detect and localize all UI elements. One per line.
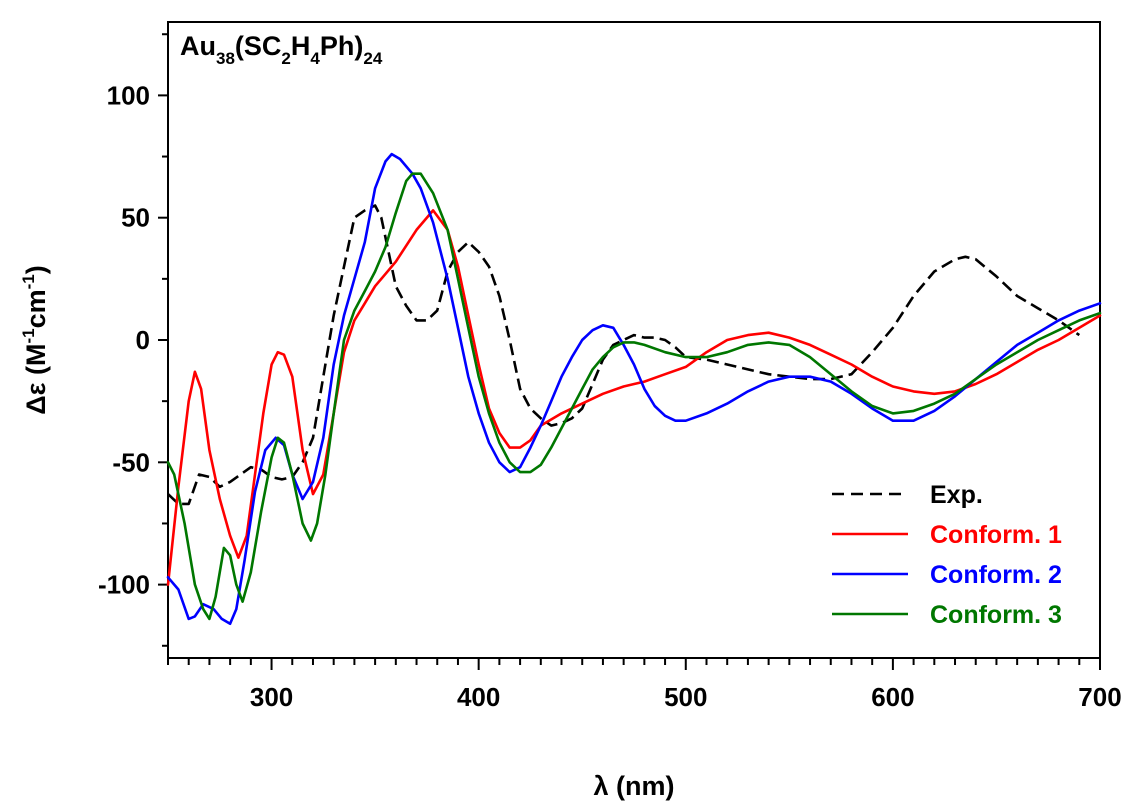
series-line-4 bbox=[166, 172, 1102, 621]
y-tick-label: -100 bbox=[98, 570, 150, 600]
y-tick-label: 50 bbox=[121, 203, 150, 233]
y-axis-title: Δε (M-1cm-1) bbox=[19, 265, 51, 415]
legend-label: Conform. 1 bbox=[930, 521, 1062, 549]
legend: Exp. Conform. 1 Conform. 2 Conform. 3 bbox=[832, 481, 1062, 629]
series-line-1 bbox=[167, 204, 1081, 506]
x-tick-label: 500 bbox=[664, 682, 707, 712]
y-tick-label: 0 bbox=[136, 325, 150, 355]
series-line-2 bbox=[166, 209, 1102, 586]
y-axis: -100 -50 0 50 100 bbox=[98, 33, 168, 647]
x-tick-label: 400 bbox=[457, 682, 500, 712]
x-axis-title: λ (nm) bbox=[593, 771, 674, 801]
x-axis: 300 400 500 600 700 bbox=[167, 658, 1122, 712]
x-tick-label: 300 bbox=[250, 682, 293, 712]
x-tick-label: 700 bbox=[1078, 682, 1121, 712]
y-tick-label: 100 bbox=[107, 80, 150, 110]
compound-label: Au38(SC2H4Ph)24 bbox=[180, 31, 383, 68]
legend-label: Conform. 3 bbox=[930, 601, 1062, 629]
y-tick-label: -50 bbox=[112, 447, 150, 477]
series-line-3 bbox=[166, 152, 1102, 626]
legend-label: Conform. 2 bbox=[930, 561, 1062, 589]
series-lines bbox=[166, 152, 1102, 626]
x-tick-label: 600 bbox=[871, 682, 914, 712]
legend-label: Exp. bbox=[930, 481, 983, 509]
